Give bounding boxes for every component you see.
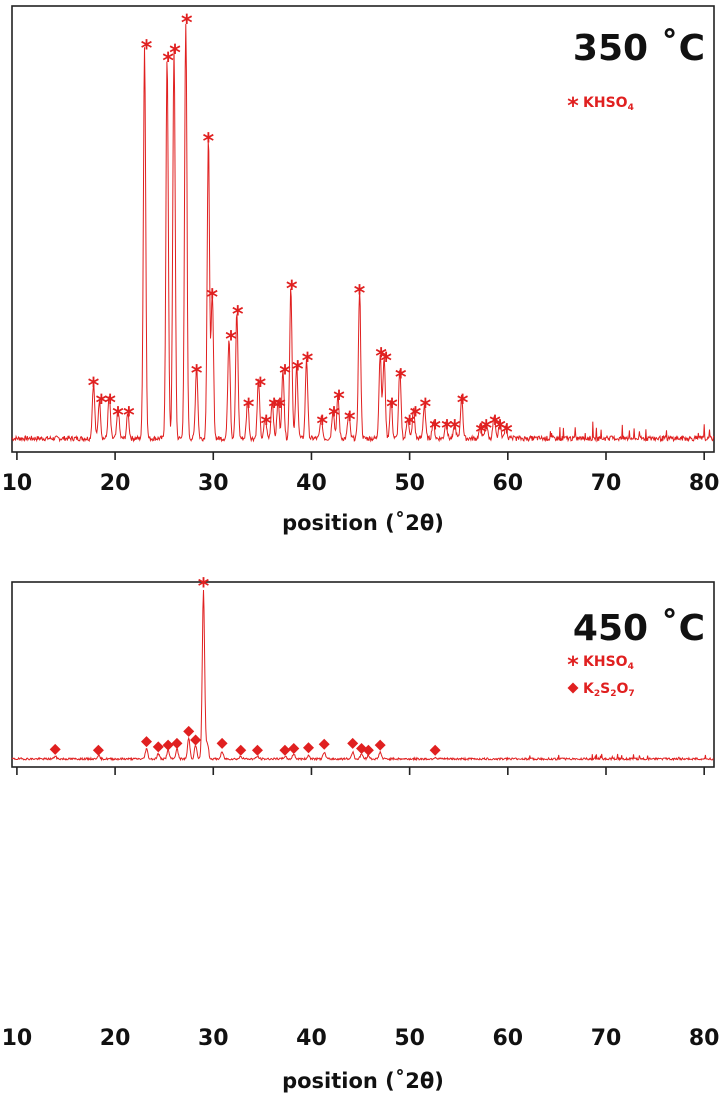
legend-label: KHSO4 bbox=[583, 654, 634, 672]
khso4-peak-marker: * bbox=[232, 302, 244, 327]
x-tick-label: 80 bbox=[689, 471, 720, 496]
x-tick-label: 70 bbox=[591, 1026, 622, 1051]
khso4-peak-marker: * bbox=[404, 412, 416, 437]
khso4-peak-marker: * bbox=[141, 37, 153, 62]
khso4-peak-marker: * bbox=[207, 286, 219, 311]
khso4-peak-marker: * bbox=[286, 277, 298, 302]
khso4-peak-marker: * bbox=[261, 412, 273, 437]
khso4-peak-marker: * bbox=[292, 357, 304, 382]
khso4-peak-marker: * bbox=[268, 395, 280, 420]
x-tick-label: 70 bbox=[591, 471, 622, 496]
temperature-title: 350 ˚C bbox=[573, 28, 705, 69]
k2s2o7-peak-marker bbox=[347, 737, 359, 749]
khso4-peak-marker: * bbox=[243, 395, 255, 420]
plot-frame bbox=[11, 5, 715, 453]
temperature-title: 450 ˚C bbox=[573, 608, 705, 649]
k2s2o7-peak-marker bbox=[162, 739, 174, 751]
khso4-peak-marker: * bbox=[191, 361, 203, 386]
x-tick-label: 50 bbox=[394, 471, 425, 496]
x-tick-label: 10 bbox=[2, 1026, 33, 1051]
plot-frame bbox=[11, 581, 715, 768]
x-tick-label: 20 bbox=[100, 471, 131, 496]
legend-diamond-icon bbox=[567, 682, 579, 694]
k2s2o7-peak-marker bbox=[216, 737, 228, 749]
legend-label: K2S2O7 bbox=[583, 681, 635, 699]
x-axis-title: position (˚2θ) bbox=[282, 511, 444, 535]
khso4-peak-marker: * bbox=[181, 11, 193, 36]
xrd-panel-350c: 10 20 30 40 50 60 70 80 position (˚2θ) 350 ˚C * KHS… bbox=[2, 5, 720, 535]
k2s2o7-peak-marker bbox=[171, 737, 183, 749]
khso4-peak-marker: * bbox=[344, 408, 356, 433]
diffraction-pattern-line bbox=[11, 589, 714, 762]
x-tick-label: 30 bbox=[198, 1026, 229, 1051]
khso4-peak-marker: * bbox=[441, 416, 453, 441]
x-tick-label: 20 bbox=[100, 1026, 131, 1051]
k2s2o7-peak-marker bbox=[362, 744, 374, 756]
khso4-peak-marker: * bbox=[449, 416, 461, 441]
x-tick-label: 40 bbox=[296, 1026, 327, 1051]
khso4-peak-marker: * bbox=[328, 404, 340, 429]
x-tick-label: 80 bbox=[689, 1026, 720, 1051]
k2s2o7-peak-marker bbox=[288, 743, 300, 755]
legend-star-icon: * bbox=[567, 653, 579, 678]
x-tick-label: 50 bbox=[394, 1026, 425, 1051]
khso4-peak-marker: * bbox=[123, 404, 135, 429]
khso4-peak-marker: * bbox=[96, 391, 108, 416]
khso4-peak-marker: * bbox=[501, 421, 513, 446]
khso4-peak-marker: * bbox=[225, 328, 237, 353]
khso4-peak-marker: * bbox=[395, 366, 407, 391]
k2s2o7-peak-marker bbox=[152, 741, 164, 753]
k2s2o7-peak-marker bbox=[141, 736, 153, 748]
khso4-peak-marker: * bbox=[333, 387, 345, 412]
x-tick-label: 60 bbox=[493, 471, 524, 496]
khso4-peak-marker: * bbox=[198, 575, 210, 600]
x-tick-label: 40 bbox=[296, 471, 327, 496]
khso4-peak-marker: * bbox=[162, 49, 174, 74]
khso4-peak-marker: * bbox=[410, 404, 422, 429]
khso4-peak-marker: * bbox=[316, 412, 328, 437]
khso4-peak-marker: * bbox=[104, 391, 116, 416]
k2s2o7-peak-marker bbox=[429, 744, 441, 756]
x-axis-title: position (˚2θ) bbox=[282, 1069, 444, 1093]
k2s2o7-peak-marker bbox=[49, 743, 61, 755]
k2s2o7-peak-marker bbox=[235, 744, 247, 756]
khso4-peak-marker: * bbox=[380, 349, 392, 374]
khso4-peak-marker: * bbox=[274, 395, 286, 420]
khso4-peak-marker: * bbox=[279, 361, 291, 386]
khso4-peak-marker: * bbox=[255, 374, 267, 399]
k2s2o7-peak-marker bbox=[303, 742, 315, 754]
khso4-peak-marker: * bbox=[354, 281, 366, 306]
x-tick-label: 60 bbox=[493, 1026, 524, 1051]
legend-star-icon: * bbox=[567, 94, 579, 119]
k2s2o7-peak-marker bbox=[374, 739, 386, 751]
k2s2o7-peak-marker bbox=[92, 744, 104, 756]
khso4-peak-marker: * bbox=[302, 349, 314, 374]
khso4-peak-marker: * bbox=[480, 416, 492, 441]
legend-label: KHSO4 bbox=[583, 95, 634, 113]
k2s2o7-peak-marker bbox=[279, 744, 291, 756]
k2s2o7-peak-marker bbox=[190, 734, 202, 746]
khso4-peak-marker: * bbox=[494, 416, 506, 441]
khso4-peak-marker: * bbox=[386, 395, 398, 420]
khso4-peak-marker: * bbox=[375, 345, 387, 370]
k2s2o7-peak-marker bbox=[251, 744, 263, 756]
khso4-peak-marker: * bbox=[88, 374, 100, 399]
khso4-peak-marker: * bbox=[203, 129, 215, 154]
x-tick-label: 30 bbox=[198, 471, 229, 496]
khso4-peak-marker: * bbox=[457, 391, 469, 416]
khso4-peak-marker: * bbox=[476, 421, 488, 446]
k2s2o7-peak-marker bbox=[183, 725, 195, 737]
khso4-peak-marker: * bbox=[420, 395, 432, 420]
diffraction-pattern-line bbox=[11, 23, 715, 443]
khso4-peak-marker: * bbox=[489, 412, 501, 437]
x-tick-label: 10 bbox=[2, 471, 33, 496]
k2s2o7-peak-marker bbox=[318, 738, 330, 750]
khso4-peak-marker: * bbox=[112, 404, 124, 429]
khso4-peak-marker: * bbox=[429, 416, 441, 441]
khso4-peak-marker: * bbox=[169, 41, 181, 66]
